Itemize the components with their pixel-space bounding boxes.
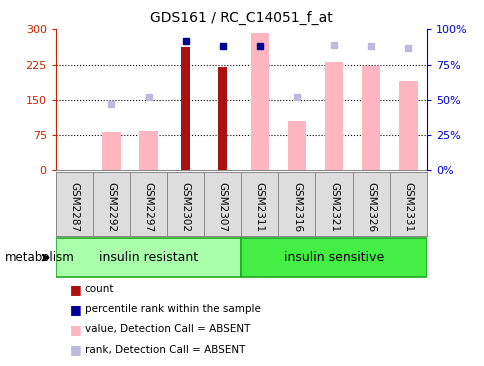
- Text: ■: ■: [70, 303, 82, 316]
- Text: insulin resistant: insulin resistant: [99, 251, 197, 264]
- Bar: [398, 81, 417, 170]
- Bar: [181, 46, 190, 170]
- Bar: [139, 131, 157, 170]
- Text: ■: ■: [70, 323, 82, 336]
- Bar: [241, 238, 426, 277]
- Text: value, Detection Call = ABSENT: value, Detection Call = ABSENT: [85, 324, 250, 335]
- Text: ■: ■: [70, 343, 82, 356]
- Text: GSM2331: GSM2331: [402, 182, 412, 232]
- Bar: [324, 62, 343, 170]
- Bar: [287, 121, 305, 170]
- Bar: [218, 67, 227, 170]
- Bar: [56, 238, 241, 277]
- Text: GSM2302: GSM2302: [180, 182, 190, 232]
- Text: GSM2307: GSM2307: [217, 182, 227, 232]
- Text: GSM2326: GSM2326: [365, 182, 376, 232]
- Text: ■: ■: [70, 283, 82, 296]
- Text: percentile rank within the sample: percentile rank within the sample: [85, 304, 260, 314]
- Text: insulin sensitive: insulin sensitive: [283, 251, 383, 264]
- Text: count: count: [85, 284, 114, 294]
- Text: GSM2292: GSM2292: [106, 182, 116, 232]
- Text: rank, Detection Call = ABSENT: rank, Detection Call = ABSENT: [85, 344, 245, 355]
- Bar: [361, 66, 379, 170]
- Text: GSM2311: GSM2311: [254, 182, 264, 232]
- Text: GSM2297: GSM2297: [143, 182, 153, 232]
- Text: GSM2316: GSM2316: [291, 182, 302, 232]
- Title: GDS161 / RC_C14051_f_at: GDS161 / RC_C14051_f_at: [150, 11, 332, 26]
- Text: GSM2321: GSM2321: [328, 182, 338, 232]
- Bar: [102, 132, 121, 170]
- Text: GSM2287: GSM2287: [69, 182, 79, 232]
- Text: metabolism: metabolism: [5, 251, 75, 264]
- Bar: [250, 33, 269, 170]
